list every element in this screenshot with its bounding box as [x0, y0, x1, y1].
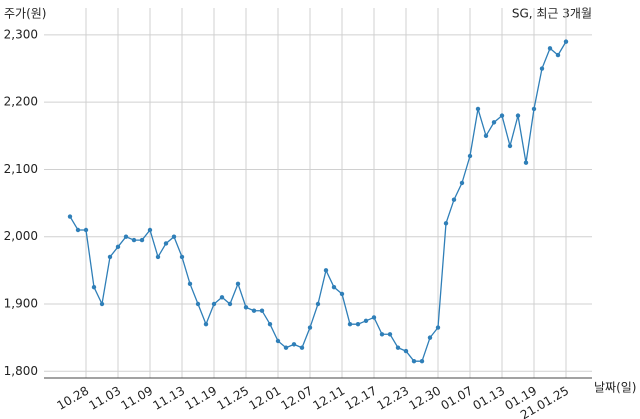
x-tick-label: 12.23 — [374, 384, 411, 413]
data-point — [555, 52, 561, 58]
x-tick-label: 12.11 — [310, 384, 347, 413]
x-tick-label: 12.07 — [278, 384, 315, 413]
data-point — [347, 321, 353, 327]
y-tick-label: 2,300 — [4, 27, 38, 41]
data-point — [331, 284, 337, 290]
data-point — [371, 315, 377, 320]
data-point — [419, 358, 425, 364]
data-point — [299, 345, 305, 350]
data-point — [323, 268, 329, 273]
data-point — [379, 332, 385, 337]
data-point — [83, 227, 89, 233]
data-point — [363, 318, 369, 324]
data-point — [467, 153, 473, 159]
data-point — [491, 120, 497, 125]
data-point — [107, 254, 113, 260]
data-point — [499, 113, 505, 118]
data-point — [443, 221, 449, 226]
data-point — [171, 234, 177, 239]
data-point — [387, 332, 393, 337]
data-point — [67, 214, 73, 219]
data-point — [427, 335, 433, 340]
data-point — [131, 237, 137, 243]
data-point — [163, 241, 169, 246]
data-point — [179, 254, 185, 260]
x-tick-label: 01.13 — [470, 384, 507, 413]
x-tick-label: 12.17 — [342, 384, 379, 413]
x-tick-label: 01.07 — [438, 384, 475, 413]
y-tick-label: 1,800 — [4, 364, 38, 378]
data-point — [355, 321, 361, 327]
data-point — [243, 305, 249, 310]
data-point — [475, 106, 481, 112]
x-tick-label: 11.19 — [182, 384, 219, 413]
y-tick-label: 2,100 — [4, 162, 38, 176]
data-point — [483, 133, 489, 139]
data-point — [275, 338, 281, 344]
data-point — [291, 342, 297, 347]
y-tick-label: 2,000 — [4, 229, 38, 243]
x-tick-label: 11.03 — [86, 384, 123, 413]
x-tick-label: 12.01 — [246, 384, 283, 413]
data-point — [459, 180, 465, 186]
x-tick-label: 11.25 — [214, 384, 251, 413]
data-point — [515, 113, 521, 118]
x-tick-label: 12.30 — [406, 384, 443, 413]
data-point — [267, 321, 273, 327]
data-point — [195, 301, 201, 307]
data-point — [307, 325, 313, 330]
data-point — [115, 244, 121, 250]
data-point — [187, 281, 193, 287]
data-point — [531, 106, 537, 112]
data-point — [435, 325, 441, 330]
data-point — [155, 254, 161, 260]
data-point — [211, 301, 217, 307]
data-point — [451, 197, 457, 202]
x-tick-label: 11.13 — [150, 384, 187, 413]
y-axis-label: 주가(원) — [4, 7, 46, 21]
data-point — [235, 281, 241, 287]
data-point — [99, 301, 105, 307]
data-point — [411, 358, 417, 364]
data-point — [259, 308, 265, 313]
line-series — [69, 41, 567, 362]
data-point — [339, 291, 345, 297]
y-tick-label: 2,200 — [4, 95, 38, 109]
data-point — [395, 345, 401, 350]
data-point — [507, 143, 513, 149]
data-point — [219, 295, 225, 300]
data-point — [91, 284, 97, 290]
data-point — [227, 301, 233, 307]
data-point — [315, 301, 321, 307]
x-tick-label: 10.28 — [54, 384, 91, 413]
data-point — [203, 321, 209, 327]
data-point — [75, 227, 81, 233]
data-point — [547, 46, 553, 51]
chart-title: SG, 최근 3개월 — [512, 7, 592, 21]
x-axis-label: 날짜(일) — [594, 381, 636, 395]
x-tick-label: 11.09 — [118, 384, 155, 413]
data-point — [251, 308, 257, 313]
data-point — [147, 227, 153, 233]
data-point — [523, 160, 529, 165]
data-point — [283, 345, 289, 350]
data-point — [539, 66, 545, 71]
data-point — [139, 237, 145, 243]
y-tick-label: 1,900 — [4, 297, 38, 311]
data-point — [403, 348, 409, 354]
data-point — [123, 234, 129, 239]
data-point — [563, 39, 569, 44]
